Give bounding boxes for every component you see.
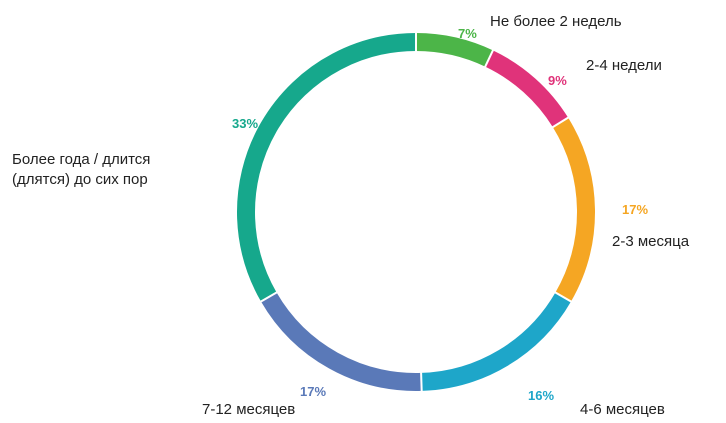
slice-percent-label: 9%	[548, 73, 567, 88]
category-label-line: Не более 2 недель	[490, 13, 622, 30]
category-label-line: 7-12 месяцев	[202, 401, 296, 418]
slice-separator	[483, 49, 495, 68]
slice-category-label: 2-3 месяца	[612, 232, 689, 252]
slice-category-label: 2-4 недели	[586, 56, 662, 76]
slice-category-label: Не более 2 недель	[490, 12, 622, 32]
slice-category-label: 7-12 месяцев	[202, 400, 295, 420]
slice-separator	[554, 291, 573, 303]
donut-slice	[420, 292, 572, 391]
slice-percent-label: 16%	[528, 388, 555, 403]
donut-slice	[260, 292, 422, 391]
slice-percent-label: 7%	[458, 26, 477, 41]
slice-separator	[420, 371, 423, 392]
category-label-line: (длятся) до сих пор	[12, 171, 148, 188]
category-label-line: Более года / длится	[12, 151, 151, 168]
slice-separator	[551, 116, 570, 129]
category-label-line: 2-3 месяца	[612, 233, 690, 250]
category-label-line: 2-4 недели	[586, 57, 662, 74]
slice-separator	[259, 291, 278, 303]
slice-percent-label: 17%	[622, 202, 649, 217]
slice-category-label: 4-6 месяцев	[580, 400, 665, 420]
slice-percent-label: 17%	[300, 384, 327, 399]
donut-slice	[415, 33, 493, 67]
slice-category-label: Более года / длится (длятся) до сих пор	[12, 150, 150, 190]
donut-slice	[485, 50, 569, 128]
category-label-line: 4-6 месяцев	[580, 401, 665, 418]
donut-slice	[552, 117, 595, 302]
slice-percent-label: 33%	[232, 116, 259, 131]
donut-slice	[237, 33, 417, 302]
